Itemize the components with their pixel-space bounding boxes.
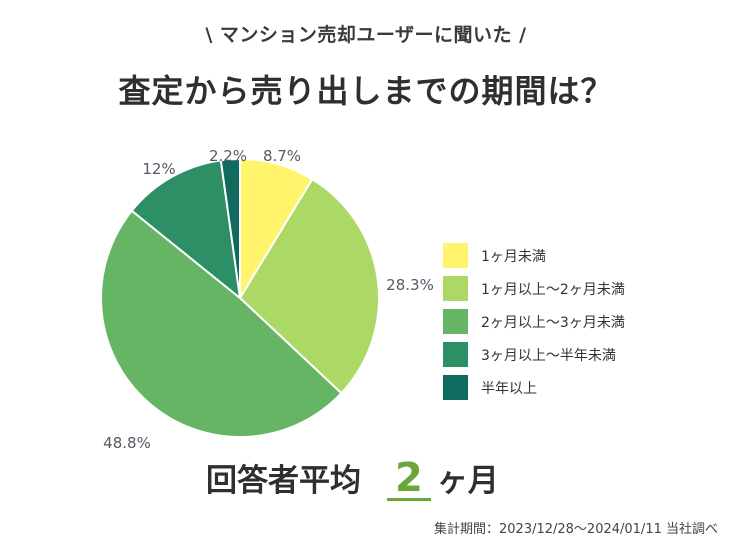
slice-percent-label: 2.2% xyxy=(209,147,247,165)
pie-slice xyxy=(219,157,241,299)
chart-subtitle: \ マンション売却ユーザーに聞いた / xyxy=(205,24,527,46)
legend-item: 2ヶ月以上～3ヶ月未満 xyxy=(443,308,625,335)
legend-item: 1ヶ月未満 xyxy=(443,242,625,269)
legend-label: 半年以上 xyxy=(481,380,537,397)
pie-slice xyxy=(100,209,343,438)
legend-swatch xyxy=(443,375,468,400)
pie-slice xyxy=(238,177,380,395)
chart-title: 査定から売り出しまでの期間は？ xyxy=(118,72,614,110)
average-label: 回答者平均 xyxy=(206,463,361,499)
legend-item: 3ヶ月以上～半年未満 xyxy=(443,341,625,368)
survey-period-footnote: 集計期間：2023/12/28～2024/01/11 当社調べ xyxy=(434,522,718,537)
legend-label: 1ヶ月未満 xyxy=(481,248,546,265)
legend-label: 1ヶ月以上～2ヶ月未満 xyxy=(481,281,625,298)
average-summary: 回答者平均 2 ヶ月 xyxy=(206,455,499,501)
legend-swatch xyxy=(443,342,468,367)
slice-percent-label: 8.7% xyxy=(263,147,301,165)
legend-item: 半年以上 xyxy=(443,374,625,401)
slice-percent-label: 12% xyxy=(142,160,175,178)
legend-item: 1ヶ月以上～2ヶ月未満 xyxy=(443,275,625,302)
average-unit: ヶ月 xyxy=(436,463,499,499)
legend-label: 3ヶ月以上～半年未満 xyxy=(481,347,616,364)
legend-label: 2ヶ月以上～3ヶ月未満 xyxy=(481,314,625,331)
legend: 1ヶ月未満 1ヶ月以上～2ヶ月未満 2ヶ月以上～3ヶ月未満 3ヶ月以上～半年未満… xyxy=(443,242,625,407)
slice-percent-label: 28.3% xyxy=(386,276,434,294)
pie-slice xyxy=(130,159,242,301)
legend-swatch xyxy=(443,276,468,301)
legend-swatch xyxy=(443,309,468,334)
slice-percent-label: 48.8% xyxy=(103,434,151,452)
average-value: 2 xyxy=(387,458,431,501)
legend-swatch xyxy=(443,243,468,268)
